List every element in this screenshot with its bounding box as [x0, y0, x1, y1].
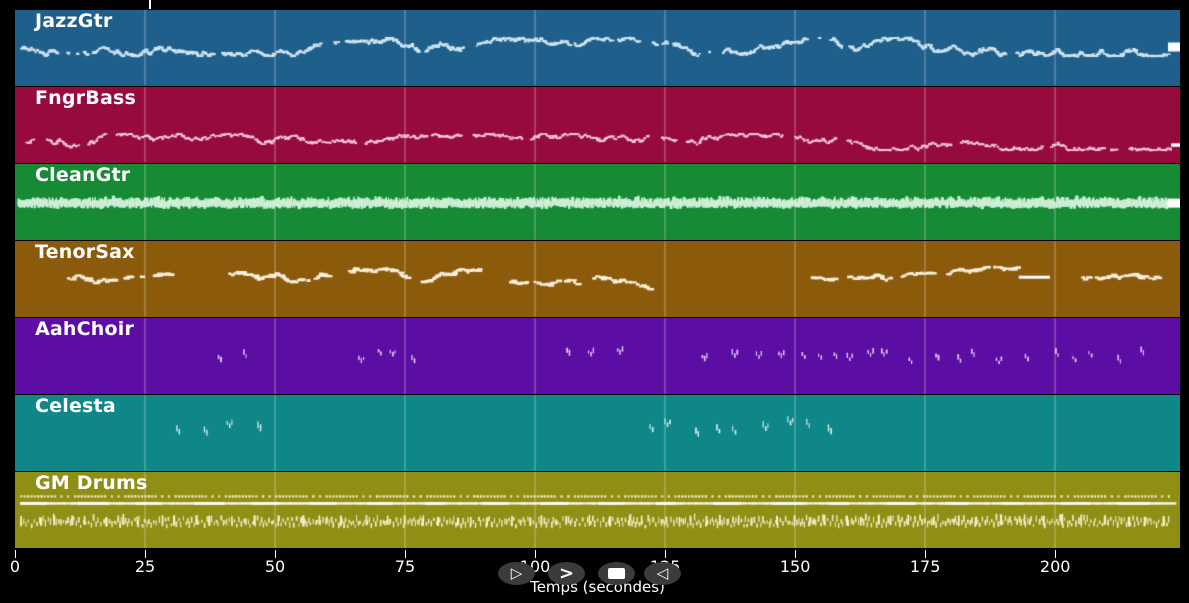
axis-tick-mark	[1054, 550, 1056, 558]
forward-icon: >	[558, 563, 575, 584]
track-band-celesta: Celesta	[15, 395, 1180, 471]
rewind-icon: ◁	[656, 564, 669, 582]
track-name-label: TenorSax	[35, 241, 135, 264]
track-band-fngrbass: FngrBass	[15, 87, 1180, 163]
axis-tick-label: 25	[134, 557, 156, 576]
forward-button[interactable]: >	[548, 562, 585, 585]
axis-tick-mark	[404, 550, 406, 558]
playhead-marker	[149, 0, 152, 9]
axis-tick-mark	[664, 550, 666, 558]
play-icon: ▷	[510, 564, 523, 582]
axis-tick-label: 200	[1039, 557, 1071, 576]
axis-tick-label: 0	[9, 557, 21, 576]
axis-tick-mark	[924, 550, 926, 558]
track-band-aahchoir: AahChoir	[15, 318, 1180, 394]
axis-tick-mark	[14, 550, 16, 558]
axis-tick-label: 75	[394, 557, 416, 576]
axis-tick-mark	[794, 550, 796, 558]
track-band-jazzgtr: JazzGtr	[15, 10, 1180, 86]
track-band-gm-drums: GM Drums	[15, 472, 1180, 548]
play-button[interactable]: ▷	[498, 562, 535, 585]
track-name-label: CleanGtr	[35, 164, 131, 187]
track-name-label: GM Drums	[35, 472, 148, 495]
transport-controls: ▷ > ◁	[498, 562, 682, 586]
axis-tick-mark	[274, 550, 276, 558]
track-band-tenorsax: TenorSax	[15, 241, 1180, 317]
axis-tick-label: 150	[779, 557, 811, 576]
axis-tick-label: 50	[264, 557, 286, 576]
stop-button[interactable]	[598, 562, 635, 585]
axis-tick-mark	[144, 550, 146, 558]
axis-tick-label: 175	[909, 557, 941, 576]
track-name-label: AahChoir	[35, 318, 135, 341]
track-band-cleangtr: CleanGtr	[15, 164, 1180, 240]
track-name-label: JazzGtr	[35, 10, 113, 32]
track-name-label: FngrBass	[35, 87, 136, 110]
axis-tick-mark	[534, 550, 536, 558]
stop-icon	[608, 568, 625, 579]
rewind-button[interactable]: ◁	[644, 562, 681, 585]
track-chart-area: JazzGtr FngrBass CleanGtr TenorSax AahChoir C…	[15, 10, 1180, 550]
track-name-label: Celesta	[35, 395, 116, 418]
